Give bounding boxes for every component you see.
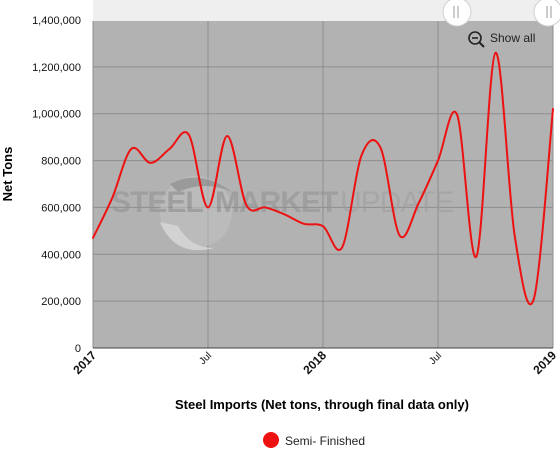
zoom-out-icon[interactable] xyxy=(468,31,482,45)
data-point[interactable] xyxy=(168,147,172,151)
watermark-swoosh xyxy=(160,222,214,251)
data-point[interactable] xyxy=(398,234,402,238)
data-point[interactable] xyxy=(379,146,383,150)
data-point[interactable] xyxy=(359,154,363,158)
data-point[interactable] xyxy=(225,134,229,138)
navigator-track[interactable] xyxy=(93,0,558,21)
y-axis: 0 200,000 400,000 600,000 800,000 1,000,000 1,… xyxy=(32,15,81,355)
legend-marker[interactable] xyxy=(263,432,279,448)
x-tick-label: Jul xyxy=(427,350,444,367)
data-point[interactable] xyxy=(149,161,153,165)
y-tick-label: 200,000 xyxy=(41,296,81,308)
y-tick-label: 1,400,000 xyxy=(32,15,81,27)
data-point[interactable] xyxy=(321,224,325,228)
data-point[interactable] xyxy=(302,222,306,226)
data-point[interactable] xyxy=(474,255,478,259)
y-axis-title: Net Tons xyxy=(0,147,15,202)
y-tick-label: 400,000 xyxy=(41,249,81,261)
watermark-logo: STEEL MARKET UPDATE xyxy=(111,176,454,251)
data-point[interactable] xyxy=(129,147,133,151)
x-tick-label: Jul xyxy=(197,350,214,367)
y-tick-label: 0 xyxy=(75,343,81,355)
legend-label[interactable]: Semi- Finished xyxy=(285,434,365,448)
zoom-out-icon-handle xyxy=(478,41,485,48)
data-point[interactable] xyxy=(494,51,498,55)
data-point[interactable] xyxy=(551,107,555,111)
data-point[interactable] xyxy=(264,205,268,209)
y-tick-label: 1,200,000 xyxy=(32,62,81,74)
legend[interactable]: Semi- Finished xyxy=(263,432,365,448)
series-layer xyxy=(91,51,555,306)
y-tick-label: 1,000,000 xyxy=(32,109,81,121)
watermark-market: MARKET xyxy=(215,186,338,219)
data-point[interactable] xyxy=(436,159,440,163)
x-axis: 2017 Jul 2018 Jul 2019 xyxy=(70,347,559,377)
y-tick-label: 800,000 xyxy=(41,156,81,168)
data-point[interactable] xyxy=(513,234,517,238)
data-point[interactable] xyxy=(532,297,536,301)
data-point[interactable] xyxy=(417,201,421,205)
x-tick-label: 2018 xyxy=(300,348,329,377)
navigator-bar[interactable] xyxy=(93,0,560,27)
y-tick-label: 600,000 xyxy=(41,202,81,214)
data-point[interactable] xyxy=(110,196,114,200)
series-line-semi-finished[interactable] xyxy=(92,51,554,306)
navigator-handle-left[interactable] xyxy=(442,0,472,27)
watermark-update: UPDATE xyxy=(340,186,453,219)
data-point[interactable] xyxy=(91,236,95,240)
data-point[interactable] xyxy=(206,205,210,209)
show-all-label[interactable]: Show all xyxy=(490,31,535,45)
data-point[interactable] xyxy=(283,212,287,216)
data-point[interactable] xyxy=(244,203,248,207)
data-point[interactable] xyxy=(187,133,191,137)
watermark-steel: STEEL xyxy=(111,186,203,219)
x-axis-title: Steel Imports (Net tons, through final d… xyxy=(175,397,469,412)
data-point[interactable] xyxy=(340,245,344,249)
data-point[interactable] xyxy=(455,113,459,117)
x-tick-label: 2019 xyxy=(530,348,559,377)
show-all-button[interactable]: Show all xyxy=(468,31,535,48)
